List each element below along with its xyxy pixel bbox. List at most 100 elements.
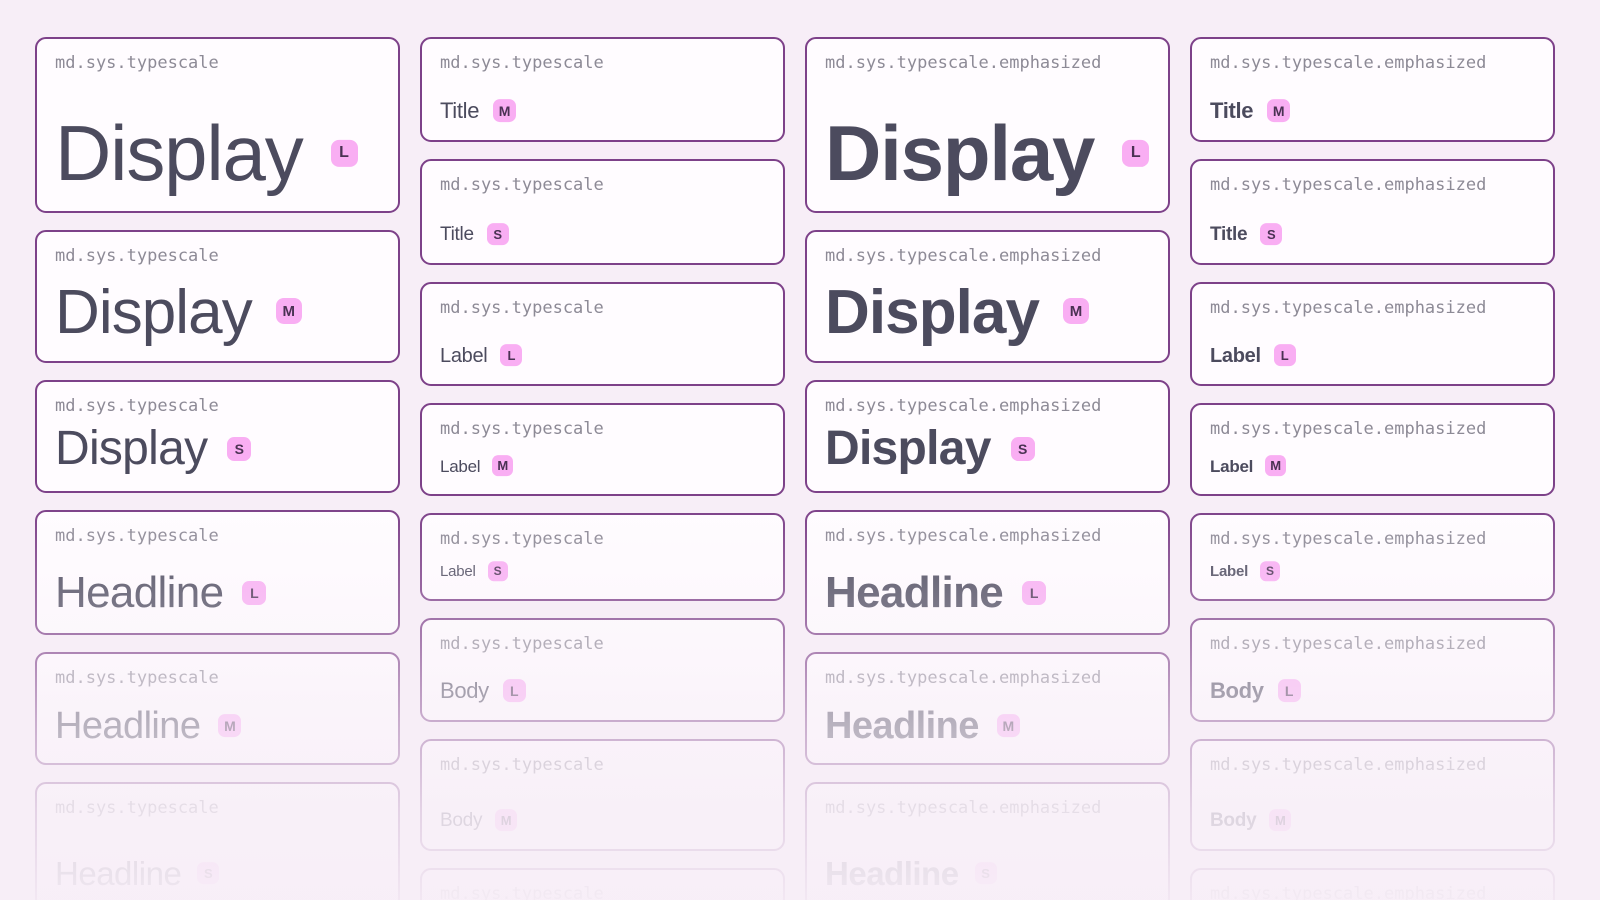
typescale-card: md.sys.typescale.emphasized Title M bbox=[1190, 37, 1555, 142]
size-badge: S bbox=[197, 862, 220, 885]
token-path-label: md.sys.typescale bbox=[55, 396, 219, 416]
sample-text: Body bbox=[1210, 810, 1257, 832]
token-path-label: md.sys.typescale.emphasized bbox=[1210, 755, 1487, 775]
sample-text: Title bbox=[1210, 224, 1248, 246]
size-badge: M bbox=[996, 714, 1020, 738]
sample-text: Label bbox=[1210, 563, 1249, 581]
sample-text: Display bbox=[55, 422, 208, 476]
typescale-card: md.sys.typescale Headline S bbox=[35, 782, 400, 900]
sample-row: Headline M bbox=[55, 707, 380, 746]
size-badge: S bbox=[974, 862, 997, 885]
typescale-card: md.sys.typescale Title S bbox=[420, 159, 785, 265]
token-path-label: md.sys.typescale.emphasized bbox=[1210, 175, 1487, 195]
sample-row: Display L bbox=[55, 114, 380, 194]
token-path-label: md.sys.typescale bbox=[440, 884, 604, 900]
sample-row: Label L bbox=[440, 344, 765, 367]
sample-row: Body L bbox=[1210, 678, 1535, 704]
size-badge: L bbox=[242, 580, 267, 605]
sample-text: Display bbox=[825, 109, 1095, 198]
sample-text: Label bbox=[1210, 456, 1254, 476]
sample-row: Body L bbox=[440, 679, 765, 703]
token-path-label: md.sys.typescale.emphasized bbox=[1210, 419, 1487, 439]
sample-text: Display bbox=[825, 277, 1040, 347]
sample-row: Headline L bbox=[55, 570, 380, 616]
typescale-card: md.sys.typescale.emphasized Display M bbox=[805, 230, 1170, 363]
token-path-label: md.sys.typescale.emphasized bbox=[825, 53, 1102, 73]
size-badge: S bbox=[1260, 561, 1281, 582]
sample-text: Body bbox=[440, 810, 483, 832]
sample-row: Headline S bbox=[55, 857, 380, 891]
typescale-card: md.sys.typescale Headline L bbox=[35, 510, 400, 635]
sample-row: Title S bbox=[440, 223, 765, 246]
token-path-label: md.sys.typescale.emphasized bbox=[1210, 298, 1487, 318]
typescale-card: md.sys.typescale Display L bbox=[35, 37, 400, 213]
token-path-label: md.sys.typescale bbox=[55, 798, 219, 818]
card-column: md.sys.typescale Title M md.sys.typescal… bbox=[420, 37, 785, 900]
size-badge: M bbox=[275, 298, 302, 325]
token-path-label: md.sys.typescale.emphasized bbox=[825, 668, 1102, 688]
typescale-card: md.sys.typescale.emphasized Display S bbox=[805, 380, 1170, 493]
token-path-label: md.sys.typescale bbox=[440, 419, 604, 439]
sample-row: Label S bbox=[1210, 561, 1535, 582]
sample-row: Title M bbox=[1210, 99, 1535, 123]
sample-text: Headline bbox=[825, 568, 1004, 618]
token-path-label: md.sys.typescale bbox=[440, 529, 604, 549]
sample-text: Label bbox=[440, 563, 476, 581]
card-column: md.sys.typescale.emphasized Display L md… bbox=[805, 37, 1170, 900]
sample-row: Title S bbox=[1210, 223, 1535, 246]
sample-text: Title bbox=[440, 98, 480, 124]
sample-row: Headline S bbox=[825, 857, 1150, 891]
size-badge: S bbox=[227, 436, 252, 461]
typescale-card: md.sys.typescale Body M bbox=[420, 739, 785, 851]
sample-text: Label bbox=[440, 344, 488, 367]
size-badge: S bbox=[1260, 223, 1283, 246]
size-badge: L bbox=[1022, 580, 1047, 605]
typescale-card: md.sys.typescale.emphasized Body L bbox=[1190, 618, 1555, 722]
token-path-label: md.sys.typescale.emphasized bbox=[825, 396, 1102, 416]
size-badge: M bbox=[218, 714, 242, 738]
typescale-card: md.sys.typescale.emphasized Display L bbox=[805, 37, 1170, 213]
sample-text: Body bbox=[1210, 678, 1264, 704]
token-path-label: md.sys.typescale.emphasized bbox=[1210, 884, 1487, 900]
card-column: md.sys.typescale.emphasized Title M md.s… bbox=[1190, 37, 1555, 900]
size-badge: M bbox=[492, 455, 514, 477]
token-path-label: md.sys.typescale bbox=[440, 634, 604, 654]
sample-row: Label M bbox=[440, 455, 765, 477]
typescale-card: md.sys.typescale.emphasized Title S bbox=[1190, 159, 1555, 265]
size-badge: S bbox=[1010, 436, 1035, 461]
token-path-label: md.sys.typescale.emphasized bbox=[825, 798, 1102, 818]
sample-text: Headline bbox=[825, 705, 979, 748]
size-badge: M bbox=[493, 99, 517, 123]
token-path-label: md.sys.typescale bbox=[55, 526, 219, 546]
typescale-card: md.sys.typescale Display M bbox=[35, 230, 400, 363]
sample-row: Display M bbox=[55, 281, 380, 344]
size-badge: S bbox=[487, 561, 508, 582]
sample-row: Label M bbox=[1210, 455, 1535, 477]
sample-row: Body M bbox=[440, 809, 765, 832]
typescale-card: md.sys.typescale.emphasized Label M bbox=[1190, 403, 1555, 496]
token-path-label: md.sys.typescale.emphasized bbox=[1210, 53, 1487, 73]
typescale-card: md.sys.typescale.emphasized Headline L bbox=[805, 510, 1170, 635]
size-badge: L bbox=[1122, 139, 1150, 167]
typescale-card: md.sys.typescale.emphasized bbox=[1190, 868, 1555, 900]
size-badge: M bbox=[495, 809, 518, 832]
token-path-label: md.sys.typescale.emphasized bbox=[1210, 529, 1487, 549]
sample-row: Display S bbox=[55, 422, 380, 476]
sample-text: Display bbox=[55, 109, 304, 198]
sample-row: Body M bbox=[1210, 809, 1535, 832]
size-badge: L bbox=[500, 344, 523, 367]
token-path-label: md.sys.typescale bbox=[440, 53, 604, 73]
typescale-card: md.sys.typescale Label L bbox=[420, 282, 785, 386]
typescale-card: md.sys.typescale.emphasized Headline M bbox=[805, 652, 1170, 765]
typescale-card: md.sys.typescale.emphasized Headline S bbox=[805, 782, 1170, 900]
size-badge: L bbox=[330, 139, 358, 167]
sample-row: Headline M bbox=[825, 707, 1150, 746]
sample-text: Display bbox=[55, 277, 253, 347]
sample-row: Headline L bbox=[825, 568, 1150, 618]
token-path-label: md.sys.typescale.emphasized bbox=[825, 526, 1102, 546]
size-badge: M bbox=[1267, 99, 1291, 123]
token-path-label: md.sys.typescale bbox=[440, 755, 604, 775]
sample-text: Headline bbox=[825, 855, 959, 893]
token-path-label: md.sys.typescale bbox=[440, 298, 604, 318]
